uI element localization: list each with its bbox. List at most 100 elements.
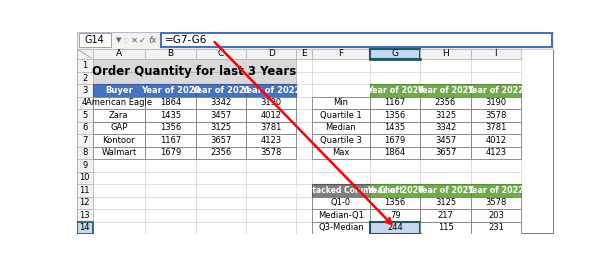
Bar (471, 222, 521, 234)
Text: F: F (338, 49, 344, 58)
Bar (420, 134, 471, 147)
Bar (145, 134, 195, 147)
Text: 203: 203 (488, 211, 504, 220)
Bar (370, 84, 420, 97)
Bar (420, 172, 471, 184)
Bar (92, 72, 145, 84)
Bar (296, 109, 312, 122)
Text: G: G (392, 49, 399, 58)
Bar (312, 122, 370, 134)
Bar (195, 184, 246, 197)
Bar (145, 184, 195, 197)
Text: H: H (442, 49, 449, 58)
Bar (296, 184, 312, 197)
Bar (145, 97, 195, 109)
Text: C: C (217, 49, 224, 58)
Bar (92, 159, 145, 172)
Bar (312, 197, 370, 209)
Text: 1679: 1679 (384, 136, 406, 145)
Bar (145, 72, 195, 84)
Bar (312, 48, 370, 59)
Bar (312, 109, 370, 122)
Bar (92, 209, 145, 222)
Text: 3657: 3657 (435, 148, 456, 158)
Bar (471, 147, 521, 159)
Bar (420, 109, 471, 122)
Text: 2356: 2356 (435, 98, 456, 108)
Bar (420, 159, 471, 172)
Text: Year of 2022: Year of 2022 (468, 186, 524, 195)
Bar (145, 134, 195, 147)
Bar (370, 197, 420, 209)
Text: 7: 7 (82, 136, 87, 145)
Text: 3125: 3125 (435, 111, 456, 120)
Text: 79: 79 (390, 211, 400, 220)
Text: 231: 231 (488, 223, 504, 232)
Bar (77, 209, 92, 222)
Text: 3342: 3342 (435, 123, 456, 133)
Bar (77, 159, 92, 172)
Bar (370, 134, 420, 147)
Bar (145, 109, 195, 122)
Bar (246, 134, 296, 147)
Bar (145, 84, 195, 97)
Text: 1679: 1679 (160, 148, 181, 158)
Text: 1356: 1356 (160, 123, 181, 133)
Bar (471, 109, 521, 122)
Text: 3578: 3578 (261, 148, 282, 158)
Bar (246, 122, 296, 134)
Text: 3190: 3190 (485, 98, 506, 108)
Bar (296, 84, 312, 97)
Bar (296, 172, 312, 184)
Bar (145, 84, 195, 97)
Bar (312, 97, 370, 109)
Text: Q3-Median: Q3-Median (318, 223, 364, 232)
Bar (370, 59, 420, 72)
Bar (195, 109, 246, 122)
Bar (92, 222, 145, 234)
Bar (370, 147, 420, 159)
Bar (145, 222, 195, 234)
Bar (92, 147, 145, 159)
Bar (420, 84, 471, 97)
Bar (471, 97, 521, 109)
Bar (296, 147, 312, 159)
Bar (370, 184, 420, 197)
Bar (312, 184, 370, 197)
Text: Zara: Zara (109, 111, 129, 120)
Text: 3457: 3457 (210, 111, 232, 120)
Text: Year of 2021: Year of 2021 (417, 186, 474, 195)
Text: 1167: 1167 (384, 98, 406, 108)
Bar (312, 59, 370, 72)
Bar (77, 122, 92, 134)
Text: GAP: GAP (110, 123, 128, 133)
Bar (420, 59, 471, 72)
Bar (370, 222, 420, 234)
Bar (471, 184, 521, 197)
Bar (370, 197, 420, 209)
Text: D: D (268, 49, 275, 58)
Text: 2: 2 (82, 73, 87, 83)
Text: 3190: 3190 (261, 98, 282, 108)
Bar (195, 97, 246, 109)
Bar (246, 97, 296, 109)
Bar (471, 209, 521, 222)
Bar (77, 109, 92, 122)
Bar (296, 97, 312, 109)
Bar (370, 97, 420, 109)
Text: Quartile 3: Quartile 3 (320, 136, 362, 145)
Bar (195, 109, 246, 122)
Bar (246, 122, 296, 134)
Bar (145, 97, 195, 109)
Bar (471, 159, 521, 172)
Bar (420, 122, 471, 134)
Text: 4: 4 (82, 98, 87, 108)
Bar (77, 172, 92, 184)
Bar (246, 97, 296, 109)
Text: 1356: 1356 (384, 111, 406, 120)
Bar (246, 59, 296, 72)
Bar (195, 122, 246, 134)
Bar (471, 97, 521, 109)
Text: 3578: 3578 (485, 198, 506, 207)
Bar (92, 134, 145, 147)
